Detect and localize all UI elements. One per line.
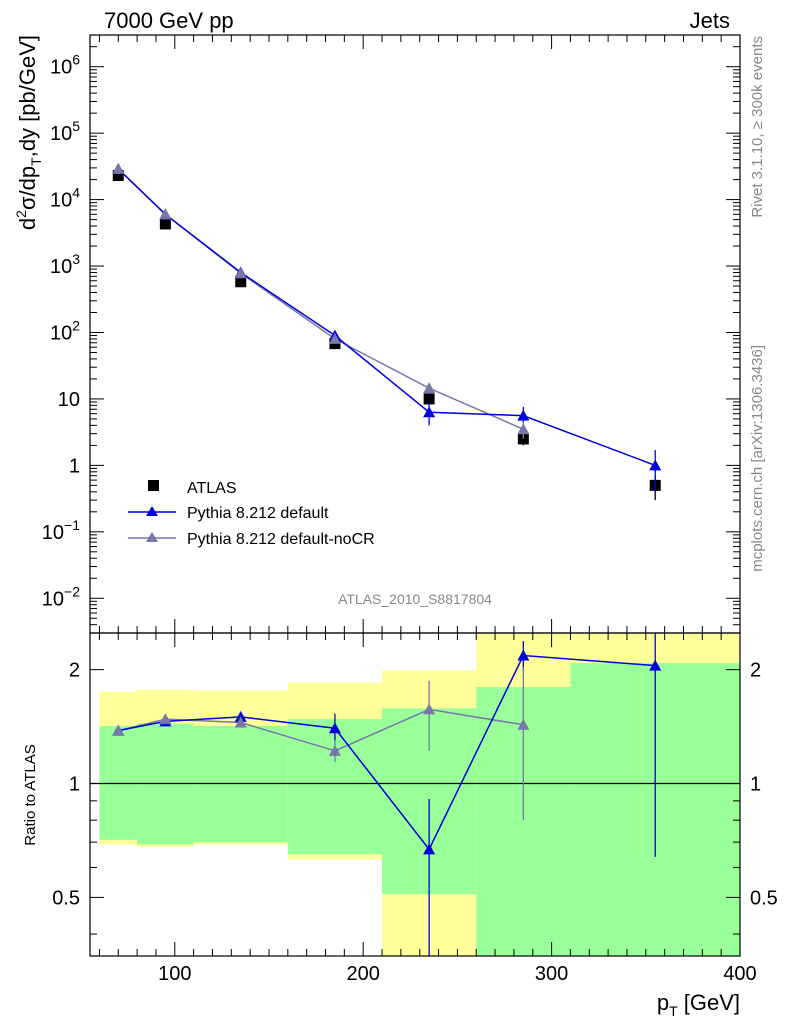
legend: ATLAS Pythia 8.212 default Pythia 8.212 … — [128, 480, 375, 548]
main-ytick-label-6: 104 — [50, 185, 80, 212]
ylabel-part-sigma: σ/dp — [15, 166, 40, 210]
main-ytick-exp: 3 — [72, 251, 80, 267]
main-ytick-exp: 6 — [72, 52, 80, 68]
main-ytick-base: 10 — [50, 322, 72, 344]
ratio-xtick-label-3: 400 — [723, 963, 756, 985]
ratio-ylabel: Ratio to ATLAS — [22, 744, 39, 845]
main-point-atlas-0 — [112, 170, 124, 182]
main-ytick-label-3: 10 — [58, 389, 80, 411]
legend-label-atlas: ATLAS — [187, 480, 237, 497]
main-ylabel: d2σ/dpT,dy [pb/GeV] — [13, 35, 44, 230]
main-ytick-exp: −2 — [64, 583, 80, 599]
ylabel-part-sup: 2 — [13, 210, 29, 218]
ratio-point-1-4 — [423, 703, 436, 715]
ratio-marks — [112, 633, 662, 956]
ratio-point-0-2 — [234, 710, 247, 722]
main-marks — [112, 162, 662, 501]
main-ytick-base: 10 — [50, 256, 72, 278]
main-ytick-base: 10 — [50, 190, 72, 212]
ratio-xtick-label-1: 200 — [347, 963, 380, 985]
band-green-0 — [99, 725, 138, 840]
main-point-2-0 — [112, 162, 125, 174]
main-ytick-base: 10 — [50, 123, 72, 145]
ratio-ticks: 0.5 0.5 1 1 2 2 100 200 300 400 — [52, 633, 778, 985]
main-point-2-1 — [159, 208, 172, 220]
ratio-point-1-1 — [159, 713, 172, 725]
xlabel-unit: [GeV] — [678, 990, 740, 1015]
ratio-ytick-label-right-1: 1 — [750, 774, 761, 796]
main-ytick-exp: 2 — [72, 317, 80, 333]
main-point-1-4 — [423, 406, 436, 418]
ratio-ytick-label-right-2: 2 — [750, 660, 761, 682]
legend-label-nocr: Pythia 8.212 default-noCR — [187, 531, 375, 548]
legend-marker-nocr — [146, 532, 158, 542]
ratio-bands — [90, 633, 740, 956]
main-line-1 — [117, 168, 656, 467]
main-ytick-base: 10 — [50, 57, 72, 79]
header-right: Jets — [690, 8, 730, 33]
ratio-point-1-3 — [328, 744, 341, 756]
main-ytick-exp: 4 — [72, 185, 80, 201]
ratio-panel-frame — [89, 632, 741, 957]
ratio-xtick-label-2: 300 — [535, 963, 568, 985]
ylabel-part-d: d — [15, 218, 40, 230]
main-ytick-exp: 5 — [72, 118, 80, 134]
main-point-atlas-4 — [423, 393, 435, 405]
main-ytick-base: 10 — [42, 522, 64, 544]
main-ytick-label-0: 10−2 — [42, 583, 80, 610]
main-ytick-base: 10 — [42, 588, 64, 610]
rivet-label: Rivet 3.1.10, ≥ 300k events — [749, 36, 766, 218]
main-ytick-label-2: 1 — [69, 455, 80, 477]
main-line-2 — [117, 168, 524, 430]
ratio-ytick-label-left-1: 1 — [69, 774, 80, 796]
main-ytick-label-4: 102 — [50, 317, 80, 344]
main-ytick-exp: −1 — [64, 517, 80, 533]
main-point-2-4 — [423, 382, 436, 394]
legend-marker-default — [146, 506, 158, 516]
ylabel-part-units: ,dy [pb/GeV] — [15, 35, 40, 157]
main-point-1-6 — [649, 459, 662, 471]
main-point-2-3 — [328, 332, 341, 344]
main-ytick-label-7: 105 — [50, 118, 80, 145]
ratio-ytick-label-right-0: 0.5 — [750, 887, 778, 909]
ratio-point-0-5 — [517, 649, 530, 661]
ratio-ytick-label-left-0: 0.5 — [52, 887, 80, 909]
xlabel-p: p — [657, 990, 669, 1015]
ratio-point-1-2 — [234, 716, 247, 728]
main-ytick-base: 10 — [58, 389, 80, 411]
ratio-line-1 — [118, 708, 524, 752]
xlabel-sub: T — [669, 1003, 678, 1019]
analysis-id: ATLAS_2010_S8817804 — [338, 591, 492, 607]
main-ytick-label-8: 106 — [50, 52, 80, 79]
ratio-point-0-3 — [328, 722, 341, 734]
mcplots-label: mcplots.cern.ch [arXiv:1306.3436] — [749, 345, 766, 572]
header-left: 7000 GeV pp — [104, 8, 234, 33]
ratio-xtick-label-0: 100 — [158, 963, 191, 985]
legend-label-default: Pythia 8.212 default — [187, 505, 329, 522]
ratio-point-0-6 — [649, 659, 662, 671]
ratio-point-0-4 — [423, 843, 436, 855]
ratio-point-1-5 — [517, 718, 530, 730]
main-point-2-5 — [517, 423, 530, 435]
main-ytick-label-1: 10−1 — [42, 517, 80, 544]
legend-marker-atlas — [148, 480, 159, 491]
main-point-atlas-2 — [235, 276, 247, 288]
main-ytick-base: 1 — [69, 455, 80, 477]
main-point-2-2 — [234, 267, 247, 279]
ratio-ytick-label-left-2: 2 — [69, 660, 80, 682]
ratio-xlabel: pT [GeV] — [657, 990, 740, 1019]
ylabel-part-sub: T — [28, 157, 44, 166]
main-ytick-label-5: 103 — [50, 251, 80, 278]
main-point-1-5 — [517, 409, 530, 421]
ratio-point-1-0 — [112, 724, 125, 736]
main-point-atlas-1 — [159, 218, 171, 230]
